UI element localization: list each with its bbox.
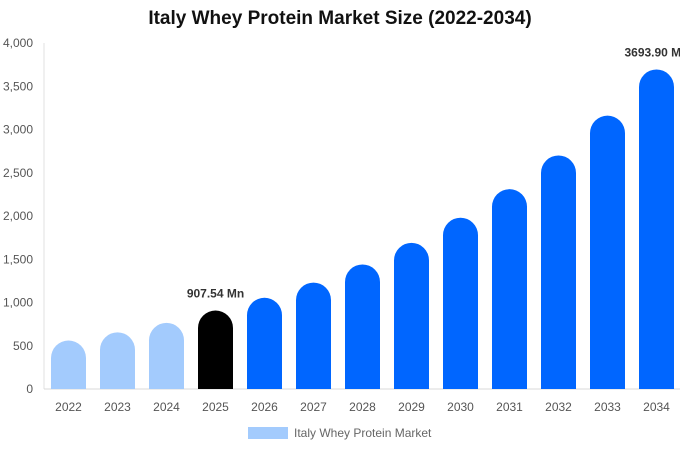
bar-2029 bbox=[394, 242, 429, 389]
x-tick-label-2032: 2032 bbox=[545, 400, 572, 414]
bars bbox=[51, 69, 674, 389]
bar-2026 bbox=[247, 297, 282, 389]
legend: Italy Whey Protein Market bbox=[248, 426, 431, 440]
x-tick-label-2034: 2034 bbox=[643, 400, 670, 414]
data-label-2034: 3693.90 Mn bbox=[624, 45, 680, 59]
y-tick-label-2-500: 2,500 bbox=[3, 166, 33, 180]
chart-title: Italy Whey Protein Market Size (2022-203… bbox=[148, 8, 532, 29]
y-tick-label-3-000: 3,000 bbox=[3, 123, 33, 137]
x-tick-label-2027: 2027 bbox=[300, 400, 327, 414]
y-tick-label-1-500: 1,500 bbox=[3, 252, 33, 266]
bar-2030 bbox=[443, 217, 478, 389]
bar-2028 bbox=[345, 264, 380, 389]
bar-2023 bbox=[100, 332, 135, 389]
bar-2022 bbox=[51, 340, 86, 389]
y-tick-label-500: 500 bbox=[13, 339, 33, 353]
y-tick-label-1-000: 1,000 bbox=[3, 296, 33, 310]
y-tick-label-4-000: 4,000 bbox=[3, 36, 33, 50]
y-tick-label-0: 0 bbox=[26, 382, 33, 396]
x-tick-label-2026: 2026 bbox=[251, 400, 278, 414]
x-tick-label-2029: 2029 bbox=[398, 400, 425, 414]
bar-2033 bbox=[590, 115, 625, 389]
bar-2032 bbox=[541, 155, 576, 389]
x-tick-label-2022: 2022 bbox=[55, 400, 82, 414]
x-tick-label-2028: 2028 bbox=[349, 400, 376, 414]
bar-2027 bbox=[296, 282, 331, 389]
x-tick-label-2025: 2025 bbox=[202, 400, 229, 414]
x-axis-ticks: 2022 2023 2024 2025 2026 2027 2028 2029 2030 2031… bbox=[55, 400, 670, 414]
bar-2031 bbox=[492, 189, 527, 389]
data-labels: 907.54 Mn 3693.90 Mn bbox=[187, 45, 680, 300]
x-tick-label-2030: 2030 bbox=[447, 400, 474, 414]
y-tick-label-3-500: 3,500 bbox=[3, 79, 33, 93]
x-tick-label-2023: 2023 bbox=[104, 400, 131, 414]
bar-2024 bbox=[149, 322, 184, 389]
bar-2025 bbox=[198, 310, 233, 389]
x-tick-label-2024: 2024 bbox=[153, 400, 180, 414]
legend-swatch bbox=[248, 427, 288, 439]
y-tick-label-2-000: 2,000 bbox=[3, 209, 33, 223]
legend-label: Italy Whey Protein Market bbox=[294, 426, 432, 440]
x-tick-label-2031: 2031 bbox=[496, 400, 523, 414]
data-label-2025: 907.54 Mn bbox=[187, 286, 244, 300]
y-axis-ticks: 0 500 1,000 1,500 2,000 2,500 3,000 3,500 4,000 bbox=[3, 36, 33, 396]
bar-2034 bbox=[639, 69, 674, 389]
x-tick-label-2033: 2033 bbox=[594, 400, 621, 414]
